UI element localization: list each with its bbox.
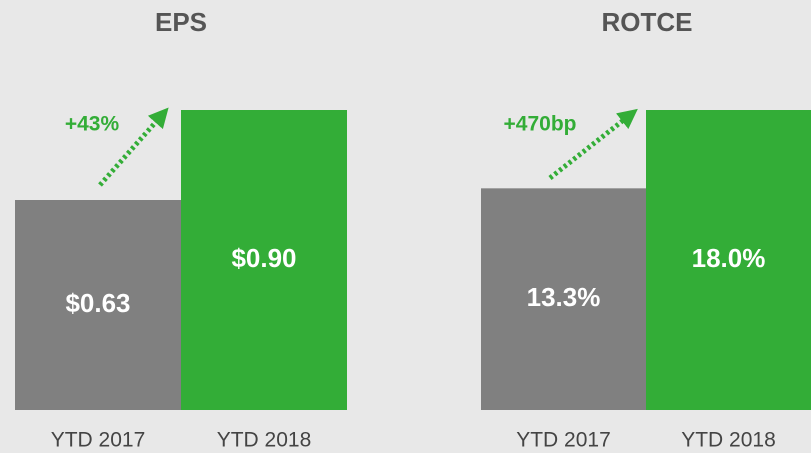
x-tick-label: YTD 2018 xyxy=(217,429,312,452)
bar xyxy=(181,110,347,410)
annotation: +470bp xyxy=(504,113,577,136)
value-label: 13.3% xyxy=(527,282,601,312)
value-label: 18.0% xyxy=(692,243,766,273)
bar xyxy=(15,200,181,410)
arrow xyxy=(548,108,638,180)
bar xyxy=(481,188,646,410)
annotation: +43% xyxy=(65,113,120,136)
chart-title: ROTCE xyxy=(602,7,693,37)
x-tick-label: YTD 2018 xyxy=(681,429,776,452)
x-tick-label: YTD 2017 xyxy=(516,429,611,452)
value-label: $0.63 xyxy=(65,288,130,318)
bar xyxy=(646,110,811,410)
chart-title: EPS xyxy=(155,7,207,37)
x-tick-label: YTD 2017 xyxy=(51,429,146,452)
value-label: $0.90 xyxy=(231,243,296,273)
